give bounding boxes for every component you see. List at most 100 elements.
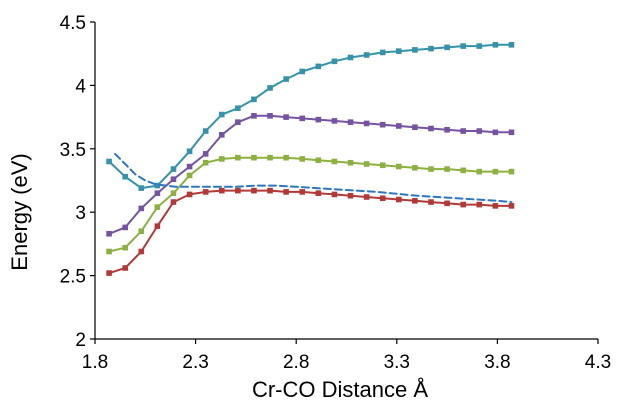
x-tick-label: 2.8 [283, 352, 309, 373]
series-2-point [347, 159, 354, 166]
series-3-point [444, 126, 450, 133]
series-2-point [154, 204, 161, 210]
series-3-point [460, 128, 466, 134]
series-1-point [186, 191, 193, 198]
series-2-point [267, 154, 273, 161]
series-5 [114, 152, 513, 204]
series-3-point [315, 116, 322, 123]
series-3-point [235, 119, 241, 125]
y-tick-label: 2 [75, 330, 86, 351]
series-1-point [396, 196, 402, 203]
series-1-point [412, 197, 418, 204]
series-4-point [363, 52, 370, 58]
series-1-point [379, 195, 386, 202]
series-1-point [251, 187, 257, 194]
x-tick-label: 2.3 [182, 352, 208, 373]
series-4-point [379, 49, 386, 56]
series-4-point [492, 42, 499, 48]
series-4-point [170, 166, 177, 172]
series-1-point [122, 265, 128, 271]
series-2-point [218, 156, 225, 162]
series-4-point [283, 76, 289, 82]
series-2-point [444, 166, 450, 172]
series-4-point [299, 68, 306, 75]
series-2-point [202, 159, 209, 166]
series-1-point [347, 192, 354, 199]
series-2-point [508, 168, 515, 175]
series-4-point [412, 47, 418, 53]
series-3-point [363, 120, 370, 127]
series-1-point [428, 199, 434, 205]
series-2-point [138, 228, 145, 235]
series-5-line [114, 152, 513, 204]
y-axis-title: Energy (eV) [7, 153, 32, 270]
series-3-point [170, 176, 177, 183]
series-1-line [108, 189, 513, 275]
series-2-point [428, 166, 434, 172]
series-1-point [170, 199, 177, 205]
series-3-point [476, 128, 483, 134]
series-3-point [299, 115, 306, 122]
series-3-point [412, 124, 418, 131]
series-1-point [299, 189, 306, 195]
series-3-point [106, 230, 112, 237]
series-2 [106, 154, 515, 255]
series-2-point [315, 157, 322, 164]
series-4-point [428, 45, 434, 52]
series-3-line [108, 114, 513, 235]
x-tick-label: 3.3 [384, 352, 410, 373]
series-4-point [347, 54, 354, 61]
series-1-point [460, 201, 466, 208]
series-1-point [138, 248, 145, 255]
series-3-point [428, 125, 434, 132]
series-1-point [106, 270, 112, 276]
series-3-point [379, 121, 386, 128]
series-1-point [267, 187, 273, 194]
y-axis-ticks: 2 2.5 3 3.5 4 4.5 [60, 13, 95, 351]
series-3-point [218, 132, 225, 138]
y-tick-label: 3 [75, 203, 86, 224]
series-2-point [396, 163, 402, 170]
series-1-point [218, 187, 225, 194]
x-tick-label: 4.3 [585, 352, 611, 373]
series-2-point [379, 162, 386, 169]
series-4-point [251, 96, 257, 103]
series-2-point [283, 154, 289, 161]
series-3-point [492, 129, 499, 136]
series-3 [106, 113, 515, 237]
series-4 [106, 42, 515, 191]
y-tick-label: 4.5 [60, 13, 86, 34]
series-4-line [108, 43, 513, 190]
series-4-point [106, 158, 112, 165]
series-1-point [154, 223, 161, 229]
series-1-point [283, 189, 289, 195]
series-1-point [235, 187, 241, 194]
x-tick-label: 3.8 [484, 352, 510, 373]
series-2-point [106, 248, 112, 255]
x-axis-ticks: 1.8 2.3 2.8 3.3 3.8 4.3 [82, 339, 611, 373]
series-3-point [186, 163, 193, 170]
series-3-point [283, 114, 289, 120]
series-3-point [267, 113, 273, 119]
series-3-point [202, 151, 209, 157]
series-4-point [122, 173, 128, 180]
series-2-point [476, 168, 483, 175]
x-axis-title: Cr-CO Distance Å [252, 377, 428, 402]
series-1-point [492, 203, 499, 209]
series-3-point [347, 119, 354, 125]
series-2-point [492, 168, 499, 175]
series-4-point [186, 148, 193, 155]
series-2-point [299, 156, 306, 162]
series-1-point [331, 191, 338, 198]
series-2-point [235, 154, 241, 161]
x-tick-label: 1.8 [82, 352, 108, 373]
series-1-point [508, 203, 515, 209]
series-1-point [315, 190, 322, 196]
y-tick-label: 4 [75, 76, 86, 97]
series-4-point [508, 42, 515, 48]
series-1-point [476, 201, 483, 208]
series-4-point [235, 105, 241, 112]
series-1-point [202, 189, 209, 195]
series-1-point [444, 200, 450, 207]
